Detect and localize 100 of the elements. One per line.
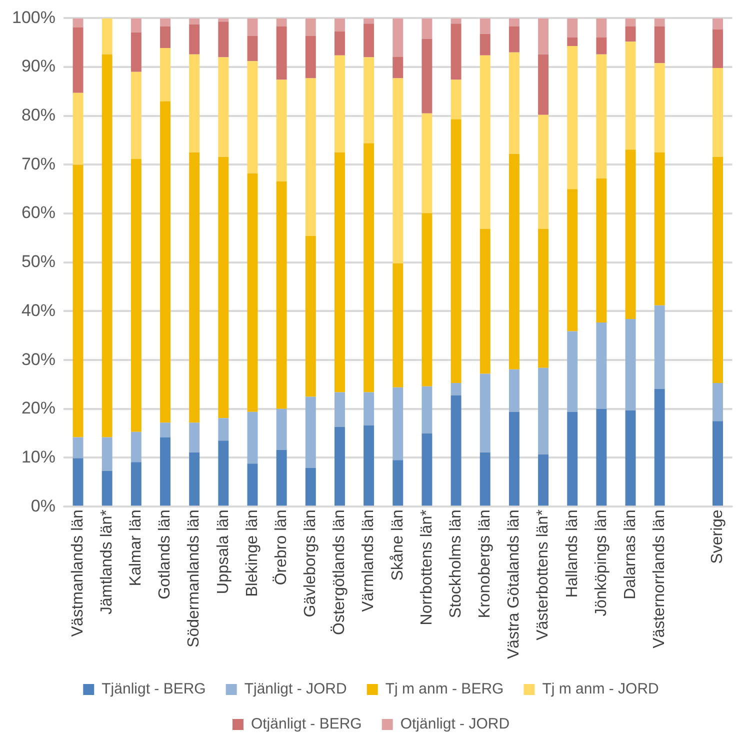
bar (218, 22, 229, 58)
x-tick-label: Västernorrlands län (651, 510, 668, 648)
bar (538, 54, 549, 115)
bar (625, 26, 636, 42)
bar (305, 18, 316, 36)
y-tick-label: 30% (21, 350, 56, 369)
x-tick-label: Dalarnas län (622, 510, 639, 600)
bar (480, 452, 490, 506)
bar (276, 450, 287, 506)
bar (72, 18, 84, 28)
bar (189, 24, 200, 54)
bar (596, 408, 607, 506)
bar (480, 228, 490, 374)
bar (538, 18, 549, 54)
y-tick-label: 40% (21, 300, 56, 320)
bar (305, 468, 316, 506)
bar (654, 26, 665, 64)
bar (625, 319, 636, 410)
bar (130, 462, 142, 506)
bar (334, 31, 345, 56)
bar (160, 48, 170, 102)
bar (567, 18, 578, 38)
bar (247, 412, 258, 464)
bar (625, 410, 636, 506)
bar (538, 454, 549, 506)
bar (72, 92, 84, 165)
bar (392, 78, 404, 264)
bar (218, 418, 229, 441)
bar (654, 63, 665, 153)
bar (654, 18, 665, 27)
bar (218, 57, 229, 157)
bar (422, 18, 432, 39)
y-tick-label: 50% (21, 252, 56, 272)
bar (334, 426, 345, 506)
bar (567, 331, 578, 412)
bar (450, 80, 462, 120)
bar (276, 26, 287, 80)
bar (334, 55, 345, 153)
bar (130, 18, 142, 32)
bar (422, 113, 432, 214)
bar (364, 143, 374, 392)
x-tick-label: Gävleborgs län (302, 510, 320, 618)
x-tick-label: Örebro län (272, 510, 290, 586)
bar (508, 52, 520, 154)
legend-label: Tjänligt - BERG (102, 680, 206, 698)
x-tick-label: Västra Götalands län (506, 510, 523, 659)
y-tick-label: 100% (12, 8, 56, 27)
bar (596, 18, 607, 38)
x-tick-label: Gotlands län (156, 510, 174, 600)
bar (305, 236, 316, 397)
bar (160, 26, 170, 48)
x-tick-label: Kronobergs län (476, 510, 494, 618)
bar (102, 470, 112, 506)
bar (276, 18, 287, 27)
x-tick-label: Värmlands län (360, 510, 378, 612)
y-tick-label: 80% (21, 106, 56, 125)
bar (392, 18, 404, 57)
bar (189, 152, 200, 423)
bar (538, 368, 549, 454)
bar (508, 18, 520, 27)
bar (276, 408, 287, 450)
bar (160, 437, 170, 506)
bar (625, 18, 636, 27)
legend-label: Otjänligt - BERG (250, 716, 362, 733)
bar (480, 374, 490, 452)
bar (334, 152, 345, 392)
bar (567, 412, 578, 506)
legend-label: Otjänligt - JORD (400, 716, 510, 733)
bar (247, 18, 258, 36)
bar (276, 80, 287, 182)
x-tick-label: Jönköpings län (592, 510, 610, 616)
bar (450, 24, 462, 80)
bar (567, 189, 578, 332)
bar (712, 18, 723, 30)
bar (102, 437, 112, 471)
legend-label: Tjänligt - JORD (244, 680, 348, 698)
x-tick-label: Västerbottens län* (534, 510, 552, 640)
x-tick-label: Sverige (709, 509, 726, 564)
x-tick-label: Blekinge län (244, 510, 261, 597)
bar (450, 119, 462, 384)
bar (422, 433, 432, 506)
bar (392, 263, 404, 388)
bar (654, 152, 665, 306)
bar (276, 181, 287, 409)
bar (364, 24, 374, 58)
bar (508, 26, 520, 52)
bar (102, 54, 112, 438)
bar (247, 174, 258, 412)
bar (422, 213, 432, 386)
bar (596, 178, 607, 322)
bar (247, 36, 258, 62)
bar (450, 395, 462, 506)
bar (247, 61, 258, 174)
x-tick-label: Södermanlands län (186, 510, 203, 648)
x-tick-label: Jämtlands län* (98, 510, 116, 615)
bar (480, 18, 490, 34)
bar (334, 392, 345, 427)
bar (596, 322, 607, 409)
bar (654, 388, 665, 506)
bar (712, 29, 723, 68)
